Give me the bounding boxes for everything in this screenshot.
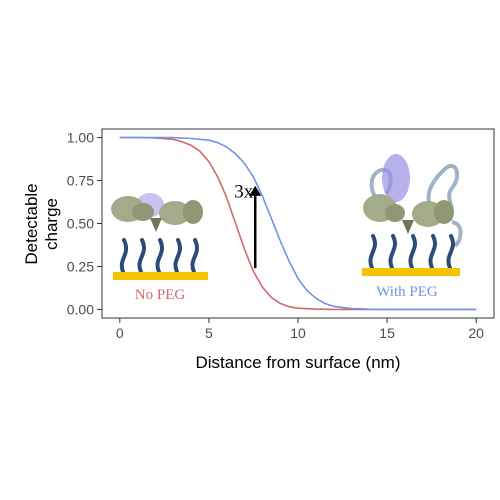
x-tick-label: 15	[379, 325, 395, 341]
left-protein-stem	[150, 218, 162, 232]
y-axis-title: Detectable charge	[22, 183, 61, 264]
y-tick-label: 0.25	[67, 258, 94, 274]
series-line-no-peg	[119, 136, 477, 311]
y-axis-title-line2: charge	[42, 198, 61, 250]
series-line-with-peg	[119, 136, 477, 311]
right-protein-lobe-2	[385, 204, 405, 222]
right-linker-5	[446, 234, 455, 270]
left-linker-2	[137, 238, 146, 274]
annotation-arrow-head	[249, 185, 262, 196]
with-peg-label: With PEG	[376, 284, 438, 300]
left-linker-5	[190, 238, 199, 274]
y-tick-label: 0.75	[67, 173, 94, 189]
right-linker-4	[428, 234, 437, 270]
right-peg-loop-2	[426, 164, 460, 221]
left-protein-lobe-3	[159, 201, 191, 225]
x-tick-label: 0	[116, 325, 124, 341]
x-axis: 0 5 10 15 20	[116, 318, 484, 341]
x-axis-title: Distance from surface (nm)	[196, 353, 401, 372]
right-linker-3	[408, 234, 417, 270]
right-charge-glow	[382, 154, 410, 202]
y-tick-label: 0.00	[67, 301, 94, 317]
right-protein-lobe-4	[434, 200, 454, 224]
y-axis: 0.00 0.25 0.50 0.75 1.00	[67, 130, 102, 317]
left-surface-bar	[113, 272, 208, 280]
x-tick-label: 5	[205, 325, 213, 341]
y-tick-label: 0.50	[67, 216, 94, 232]
right-protein-stem	[402, 220, 414, 234]
annotation-label: 3x	[234, 182, 254, 203]
left-protein-lobe-2	[132, 203, 154, 221]
left-linker-1	[119, 238, 129, 274]
left-linker-4	[173, 238, 182, 274]
no-peg-illustration: No PEG	[111, 193, 208, 303]
x-tick-label: 10	[290, 325, 306, 341]
y-axis-title-line1: Detectable	[22, 183, 41, 264]
left-linker-3	[155, 238, 164, 274]
series-layer	[119, 136, 477, 311]
right-surface-bar	[362, 268, 460, 276]
x-tick-label: 20	[468, 325, 484, 341]
right-peg-loop-3	[451, 220, 463, 248]
left-protein-lobe-4	[183, 200, 203, 224]
no-peg-label: No PEG	[135, 287, 186, 303]
right-linker-2	[388, 234, 397, 270]
with-peg-illustration: With PEG	[362, 154, 463, 300]
y-tick-label: 1.00	[67, 130, 94, 146]
right-linker-1	[368, 234, 377, 270]
annotation-layer: 3x	[234, 182, 262, 269]
